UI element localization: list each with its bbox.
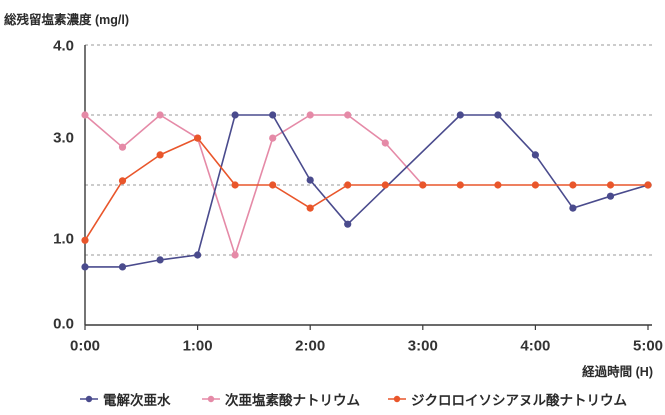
legend-marker-dot — [85, 395, 93, 403]
y-tick-label: 3.0 — [53, 130, 74, 147]
sodium-hypochlorite-point — [344, 111, 352, 119]
series-layer — [81, 111, 652, 271]
sodium-dichloroisocyanurate-point — [381, 181, 389, 189]
y-axis-title: 総残留塩素濃度 (mg/l) — [4, 13, 129, 27]
legend-label: 電解次亜水 — [103, 393, 171, 408]
sodium-hypochlorite-line — [84, 114, 424, 256]
sodium-dichloroisocyanurate-point — [494, 181, 502, 189]
y-tick-label: 4.0 — [53, 38, 74, 55]
legend-item-electrolyzed-water: 電解次亜水 — [80, 389, 171, 409]
legend-item-sodium-hypochlorite: 次亜塩素酸ナトリウム — [202, 389, 360, 409]
sodium-dichloroisocyanurate-point — [606, 181, 615, 189]
electrolyzed-water-line — [84, 114, 649, 268]
electrolyzed-water-point — [494, 111, 502, 119]
electrolyzed-water-point — [606, 192, 615, 200]
sodium-dichloroisocyanurate-point — [644, 181, 652, 189]
legend-label: 次亜塩素酸ナトリウム — [225, 393, 360, 408]
x-tick-label: 4:00 — [520, 338, 550, 355]
y-tick-label: 1.0 — [53, 231, 74, 248]
sodium-dichloroisocyanurate-point — [306, 204, 314, 212]
x-tick-label: 0:00 — [70, 338, 100, 355]
electrolyzed-water-point — [81, 263, 89, 271]
sodium-dichloroisocyanurate-point — [269, 181, 277, 189]
sodium-dichloroisocyanurate-point — [231, 181, 239, 189]
legend-marker-dot — [393, 395, 401, 403]
sodium-dichloroisocyanurate-point — [81, 236, 89, 244]
legend-item-sodium-dichloroisocyanurate: ジクロロイソシアヌル酸ナトリウム — [388, 389, 627, 409]
sodium-dichloroisocyanurate-point — [569, 181, 577, 189]
x-tick-label: 2:00 — [295, 338, 325, 355]
x-axis-title: 経過時間 (H) — [582, 365, 653, 379]
legend-marker — [80, 395, 98, 403]
sodium-dichloroisocyanurate-line — [84, 137, 649, 242]
sodium-dichloroisocyanurate-point — [156, 151, 164, 159]
legend-marker — [202, 395, 220, 403]
sodium-hypochlorite-point — [81, 111, 89, 119]
electrolyzed-water-point — [344, 220, 352, 228]
sodium-hypochlorite-point — [269, 134, 277, 142]
legend-marker-dot — [207, 395, 215, 403]
sodium-hypochlorite-point — [118, 143, 127, 151]
sodium-dichloroisocyanurate-point — [419, 181, 427, 189]
electrolyzed-water-point — [231, 111, 239, 119]
axes-layer — [84, 45, 652, 330]
legend-marker — [388, 395, 406, 403]
electrolyzed-water-point — [306, 176, 314, 184]
electrolyzed-water-point — [269, 111, 277, 119]
y-tick-label: 0.0 — [53, 316, 74, 333]
x-tick-label: 5:00 — [633, 338, 663, 355]
sodium-dichloroisocyanurate-point — [118, 177, 127, 185]
electrolyzed-water-point — [456, 111, 464, 119]
sodium-dichloroisocyanurate-point — [456, 181, 464, 189]
sodium-hypochlorite-point — [306, 111, 314, 119]
electrolyzed-water-point — [569, 204, 577, 212]
x-tick-label: 1:00 — [183, 338, 213, 355]
electrolyzed-water-point — [156, 256, 164, 264]
electrolyzed-water-point — [194, 251, 202, 259]
sodium-hypochlorite-point — [231, 251, 239, 259]
sodium-dichloroisocyanurate-point — [194, 134, 202, 142]
legend: 電解次亜水 次亜塩素酸ナトリウム ジクロロイソシアヌル酸ナトリウム — [0, 389, 665, 409]
sodium-hypochlorite-point — [156, 111, 164, 119]
legend-label: ジクロロイソシアヌル酸ナトリウム — [411, 393, 627, 408]
tick-labels-layer: 0:00 1:00 2:00 3:00 4:00 5:00 4.0 3.0 1.0 0.0 — [53, 38, 663, 355]
sodium-hypochlorite-point — [381, 139, 389, 147]
sodium-dichloroisocyanurate-point — [531, 181, 540, 189]
sodium-dichloroisocyanurate-point — [344, 181, 352, 189]
electrolyzed-water-point — [531, 151, 540, 159]
x-tick-label: 3:00 — [408, 338, 438, 355]
electrolyzed-water-point — [118, 263, 127, 271]
